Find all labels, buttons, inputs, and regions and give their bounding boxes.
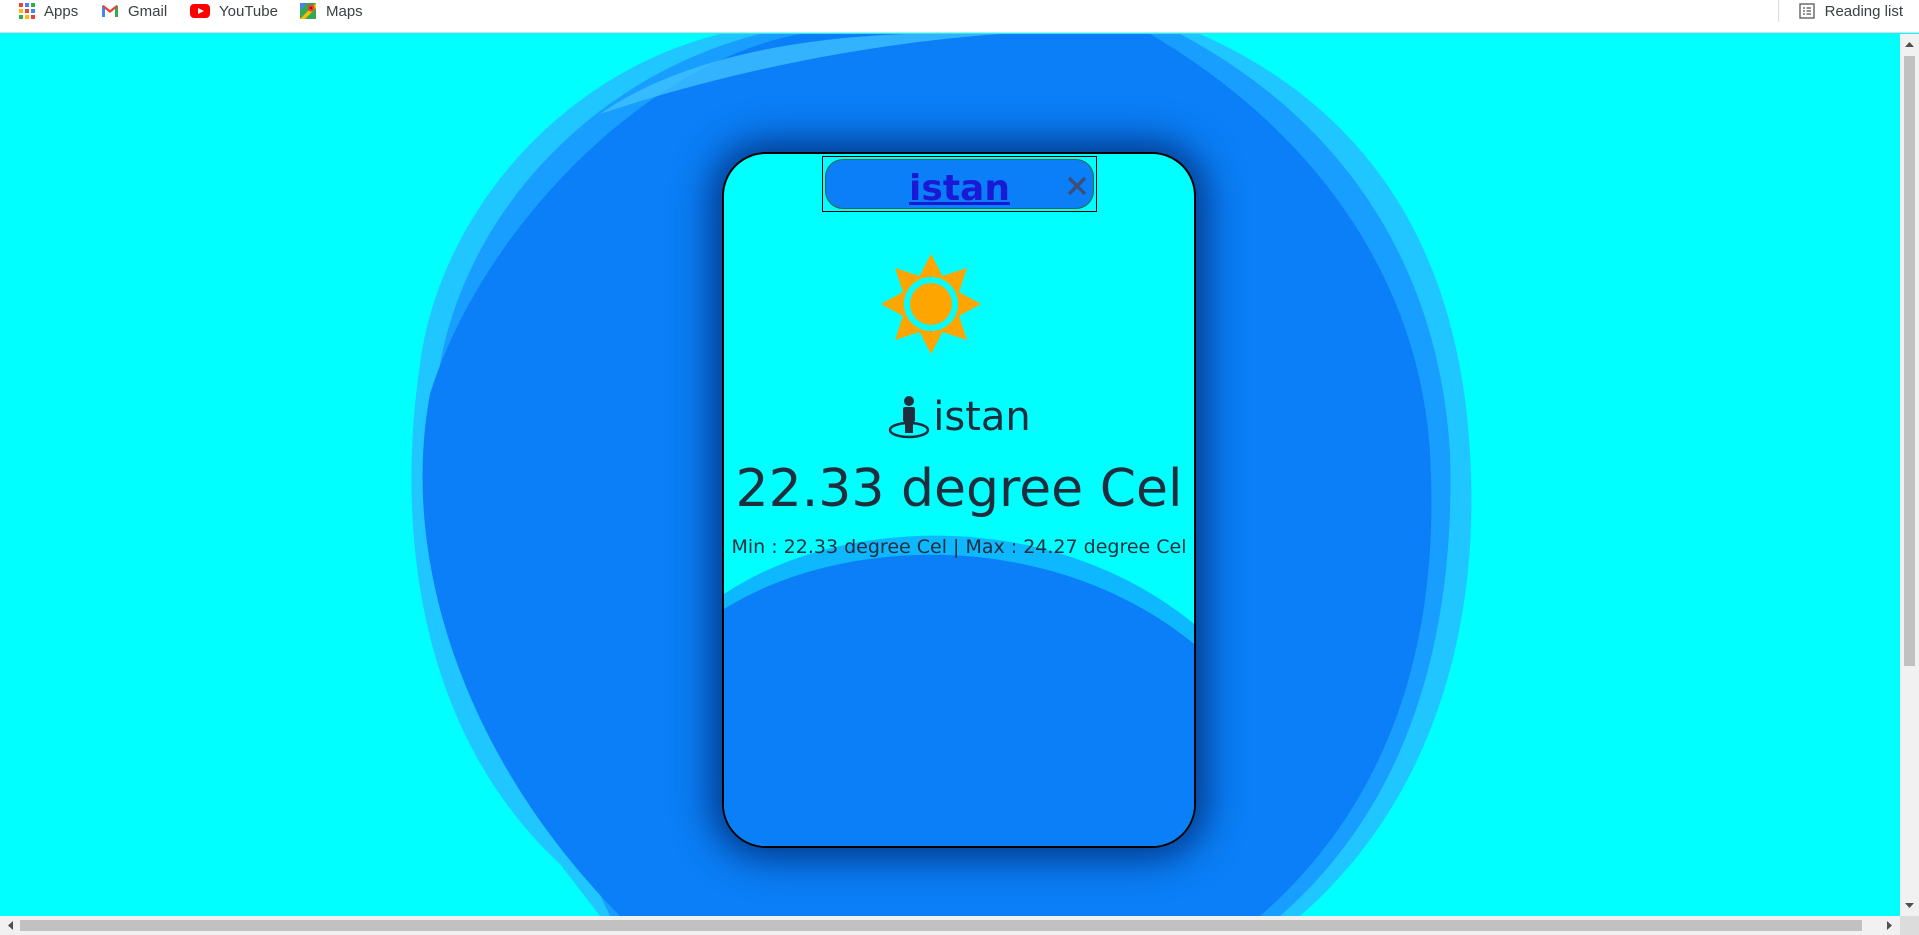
scrollbar-corner xyxy=(1900,916,1919,935)
reading-list-label: Reading list xyxy=(1824,2,1903,20)
scroll-right-arrow-icon[interactable] xyxy=(1880,916,1898,935)
horizontal-scroll-thumb[interactable] xyxy=(20,920,1862,931)
location-name: istan xyxy=(933,394,1031,440)
bookmark-gmail-label: Gmail xyxy=(128,2,168,20)
sun-icon xyxy=(881,254,981,354)
weather-card: istan istan 22.33 degree Cel Min : 22.33 xyxy=(722,152,1196,848)
bookmark-apps[interactable]: Apps xyxy=(19,0,78,22)
bookmark-maps-label: Maps xyxy=(326,2,363,20)
apps-grid-icon xyxy=(19,3,35,19)
bookmark-youtube-label: YouTube xyxy=(219,2,278,20)
person-location-icon xyxy=(889,396,930,439)
page-viewport: istan istan 22.33 degree Cel Min : 22.33 xyxy=(0,34,1900,916)
min-max-temperature: Min : 22.33 degree Cel | Max : 24.27 deg… xyxy=(731,536,1187,558)
card-wave xyxy=(724,535,1194,846)
bookmarks-separator xyxy=(1778,0,1779,22)
bookmark-youtube[interactable]: YouTube xyxy=(190,0,278,22)
city-search-value: istan xyxy=(909,168,1010,209)
gmail-icon xyxy=(102,5,118,17)
temperature-value: 22.33 degree Cel xyxy=(735,459,1183,519)
city-search-box: istan xyxy=(822,156,1097,212)
scroll-down-arrow-icon[interactable] xyxy=(1900,896,1919,914)
scroll-left-arrow-icon[interactable] xyxy=(2,916,20,935)
reading-list-button[interactable]: Reading list xyxy=(1798,0,1903,22)
vertical-scrollbar[interactable] xyxy=(1900,34,1919,916)
bookmark-apps-label: Apps xyxy=(44,2,79,20)
bookmark-maps[interactable]: Maps xyxy=(299,0,363,22)
vertical-scroll-thumb[interactable] xyxy=(1904,56,1915,666)
city-search-input[interactable]: istan xyxy=(825,159,1094,209)
clear-search-icon[interactable] xyxy=(1063,172,1091,200)
scroll-up-arrow-icon[interactable] xyxy=(1900,36,1919,54)
location-row: istan xyxy=(724,394,1194,440)
bookmarks-bar: Apps Gmail YouTube Maps xyxy=(0,0,1919,33)
reading-list-icon xyxy=(1798,3,1815,19)
bookmark-gmail[interactable]: Gmail xyxy=(101,0,167,22)
horizontal-scrollbar[interactable] xyxy=(0,916,1900,935)
maps-icon xyxy=(300,3,316,19)
youtube-icon xyxy=(190,4,210,18)
